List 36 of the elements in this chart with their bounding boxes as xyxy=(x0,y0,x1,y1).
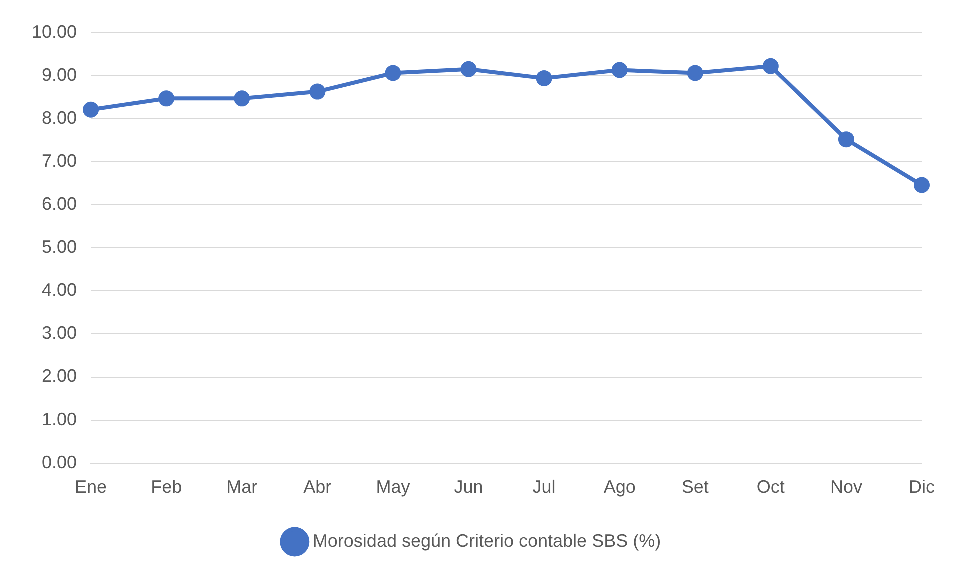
x-tick-label: Nov xyxy=(830,477,862,498)
point xyxy=(838,132,854,148)
point xyxy=(385,65,402,82)
y-tick-label: 9.00 xyxy=(42,64,78,85)
x-tick-label: Jul xyxy=(532,477,556,498)
legend-label: Morosidad según Criterio contable SBS (%) xyxy=(312,530,662,551)
x-tick-label: Oct xyxy=(756,477,785,498)
x-tick-label: May xyxy=(376,477,410,498)
point xyxy=(612,62,628,78)
x-tick-label: Ago xyxy=(604,477,636,498)
x-tick-label: Dic xyxy=(909,477,935,498)
point xyxy=(460,61,477,78)
y-tick-label: 2.00 xyxy=(42,366,78,386)
point xyxy=(687,65,704,82)
y-tick-label: 6.00 xyxy=(42,194,78,214)
point xyxy=(234,90,250,107)
y-tick-label: 7.00 xyxy=(42,150,78,171)
x-tick-label: Feb xyxy=(151,477,182,498)
point xyxy=(158,90,175,107)
x-tick-label: Set xyxy=(682,477,709,498)
y-tick-label: 8.00 xyxy=(42,108,78,128)
x-tick-label: Mar xyxy=(226,477,258,498)
y-tick-label: 10.00 xyxy=(32,22,78,42)
y-tick-label: 5.00 xyxy=(42,237,78,258)
point xyxy=(83,102,100,118)
point xyxy=(536,70,552,86)
y-tick-label: 1.00 xyxy=(42,409,78,430)
x-tick-label: Jun xyxy=(454,477,484,498)
x-tick-label: Ene xyxy=(75,477,108,498)
y-tick-label: 3.00 xyxy=(42,323,78,344)
x-tick-label: Abr xyxy=(304,477,332,498)
point xyxy=(914,177,930,194)
point xyxy=(310,84,326,100)
y-tick-label: 4.00 xyxy=(42,280,78,300)
point xyxy=(762,58,779,74)
y-tick-label: 0.00 xyxy=(42,452,78,472)
